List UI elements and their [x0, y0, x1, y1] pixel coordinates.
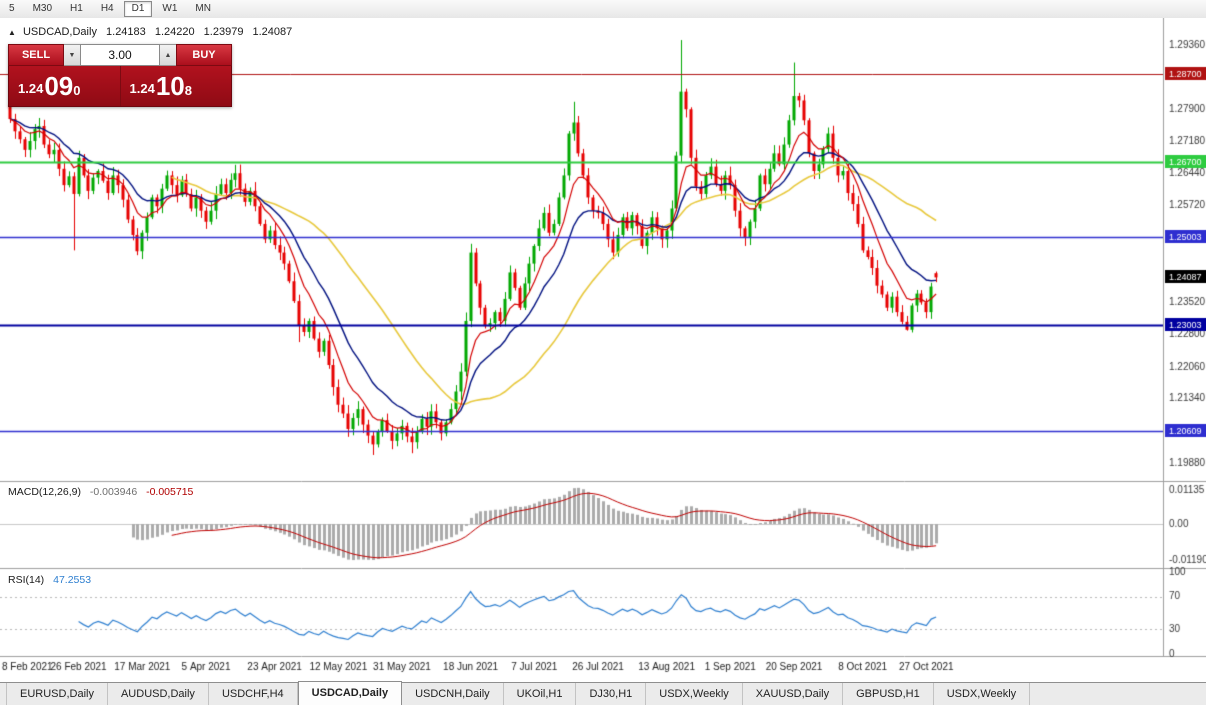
- sell-price-pip: 0: [73, 82, 81, 98]
- chart-tab-xauusd-daily[interactable]: XAUUSD,Daily: [743, 683, 844, 705]
- timeframe-toolbar: 5 M30 H1 H4 D1 W1 MN: [0, 0, 1206, 19]
- trade-panel-prices: 1.24 09 0 1.24 10 8: [8, 66, 232, 107]
- chart-tab-dj30-h1[interactable]: DJ30,H1: [576, 683, 647, 705]
- chart-tab-usdcad-daily[interactable]: USDCAD,Daily: [297, 681, 403, 705]
- chart-tab-audusd-daily[interactable]: AUDUSD,Daily: [108, 683, 209, 705]
- rsi-pane-header: RSI(14) 47.2553: [8, 574, 91, 586]
- buy-price-pip: 8: [184, 82, 192, 98]
- timeframe-button-h4[interactable]: H4: [100, 3, 114, 14]
- chart-tabbar: EURUSD,Daily AUDUSD,Daily USDCHF,H4 USDC…: [0, 681, 1206, 705]
- ohlc-open: 1.24183: [106, 26, 146, 38]
- timeframe-button-mn[interactable]: MN: [195, 3, 211, 14]
- ohlc-close: 1.24087: [252, 26, 293, 38]
- macd-signal-value: -0.005715: [146, 486, 194, 498]
- chart-title-row: ▲ USDCAD,Daily 1.24183 1.24220 1.23979 1…: [8, 26, 292, 38]
- timeframe-button-d1[interactable]: D1: [123, 1, 153, 17]
- timeframe-button-h1[interactable]: H1: [70, 3, 83, 14]
- collapse-trade-panel-icon[interactable]: ▲: [8, 28, 16, 37]
- sell-button[interactable]: SELL: [8, 44, 64, 66]
- chart-tab-usdx-weekly-2[interactable]: USDX,Weekly: [934, 683, 1031, 705]
- chart-tab-ukoil-h1[interactable]: UKOil,H1: [504, 683, 577, 705]
- macd-main-value: -0.003946: [89, 486, 138, 498]
- rsi-label: RSI(14): [8, 574, 45, 586]
- volume-input[interactable]: [80, 44, 160, 66]
- buy-price-digits: 10: [155, 71, 185, 101]
- timeframe-button-w1[interactable]: W1: [162, 3, 178, 14]
- volume-decrease-icon[interactable]: ▼: [64, 44, 80, 66]
- chart-symbol-period: USDCAD,Daily: [22, 26, 97, 38]
- timeframe-button-m30[interactable]: M30: [32, 3, 53, 14]
- sell-price-prefix: 1.24: [18, 80, 44, 96]
- ohlc-low: 1.23979: [203, 26, 244, 38]
- macd-label: MACD(12,26,9): [8, 486, 81, 498]
- sell-price-display[interactable]: 1.24 09 0: [9, 66, 120, 106]
- buy-button[interactable]: BUY: [176, 44, 232, 66]
- macd-pane-header: MACD(12,26,9) -0.003946 -0.005715: [8, 486, 193, 498]
- price-chart-canvas[interactable]: [0, 18, 1206, 682]
- chart-tab-usdx-weekly[interactable]: USDX,Weekly: [646, 683, 743, 705]
- chart-tab-gbpusd-h1[interactable]: GBPUSD,H1: [843, 683, 934, 705]
- timeframe-button-m5[interactable]: 5: [9, 3, 15, 14]
- buy-price-prefix: 1.24: [129, 80, 155, 96]
- rsi-value: 47.2553: [53, 574, 92, 586]
- ohlc-high: 1.24220: [154, 26, 195, 38]
- trade-panel-controls: SELL ▼ ▲ BUY: [8, 44, 232, 66]
- one-click-trading-panel: SELL ▼ ▲ BUY 1.24 09 0 1.24 10 8: [8, 44, 232, 107]
- sell-price-digits: 09: [44, 71, 74, 101]
- buy-price-display[interactable]: 1.24 10 8: [119, 66, 232, 106]
- chart-tab-usdchf-h4[interactable]: USDCHF,H4: [209, 683, 298, 705]
- volume-increase-icon[interactable]: ▲: [160, 44, 176, 66]
- chart-tab-eurusd-daily[interactable]: EURUSD,Daily: [6, 683, 108, 705]
- chart-tab-usdcnh-daily[interactable]: USDCNH,Daily: [402, 683, 504, 705]
